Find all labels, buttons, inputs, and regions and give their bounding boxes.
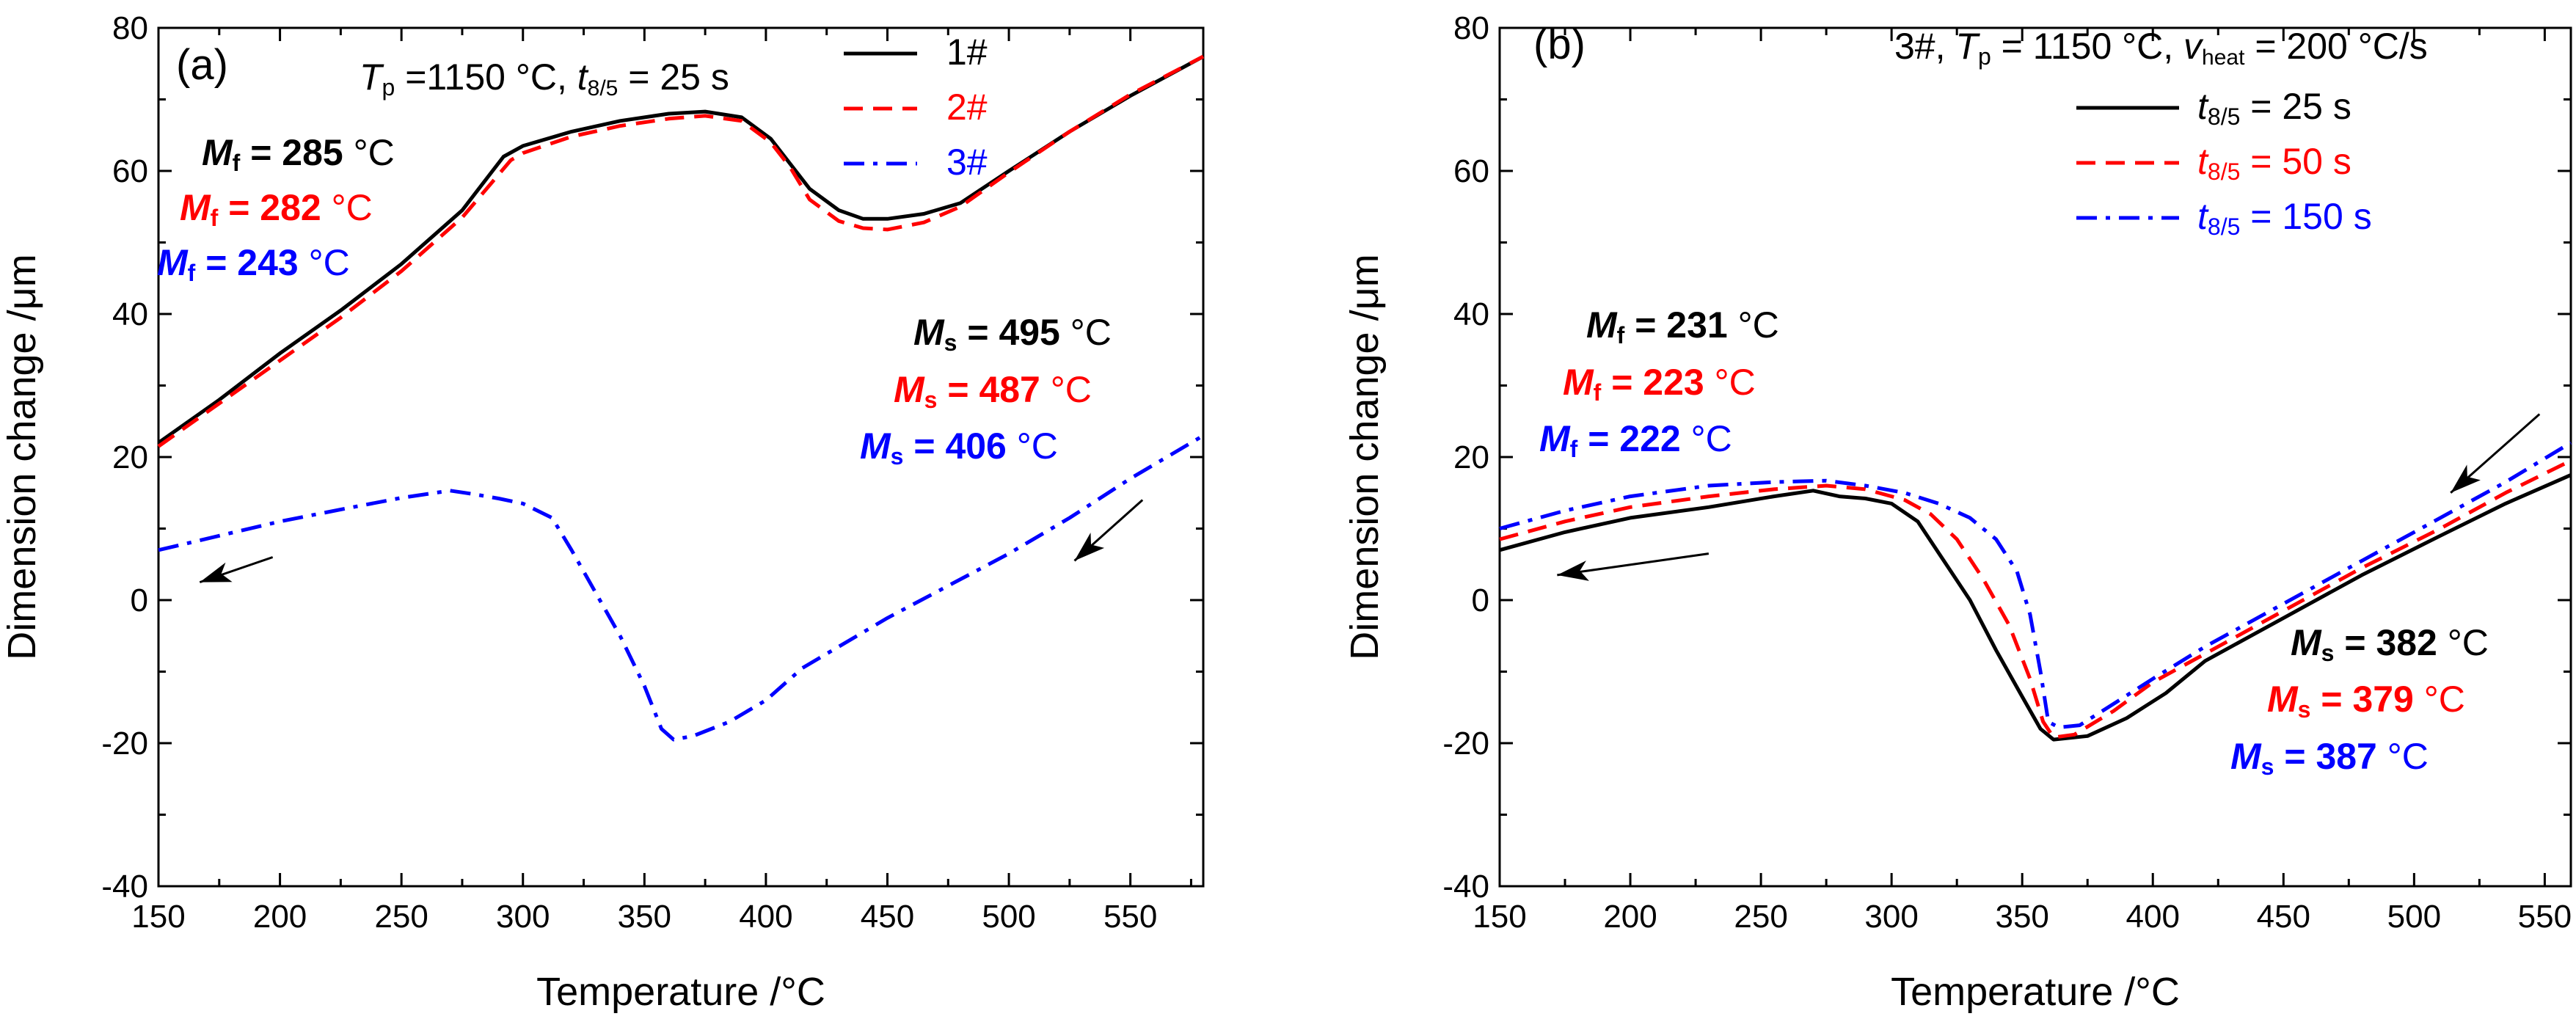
ms-annotation: Ms = 495 °C: [913, 312, 1112, 356]
equals-sign: =: [2334, 622, 2376, 663]
series-line-1: [1499, 473, 2572, 742]
y-tick-label: 40: [112, 296, 148, 332]
y-tick-label: 20: [112, 439, 148, 475]
legend-entry: t8/5 = 25 s: [2197, 86, 2351, 130]
condition-text: Tp =1150 °C, t8/5 = 25 s: [360, 56, 729, 101]
legend-entry: 2#: [946, 87, 988, 128]
y-axis-title: Dimension change /μm: [1343, 254, 1387, 660]
ms-annotation: Ms = 406 °C: [860, 426, 1058, 470]
equals-sign: =: [937, 369, 979, 410]
x-tick-label: 400: [2126, 899, 2180, 935]
panel-b-chart: 150 200 250 300 350 400 450 500 550 -40 -20 0 20 40 60…: [1343, 10, 2572, 1014]
equals-sign: =: [195, 242, 237, 283]
ms-annotation: Ms = 379 °C: [2267, 679, 2465, 723]
ms-annotation: Ms = 487 °C: [894, 369, 1092, 413]
x-tick-label: 350: [1995, 899, 2048, 935]
panel-label: (a): [176, 41, 228, 89]
x-tick-label: 300: [496, 899, 550, 935]
x-tick-label: 500: [982, 899, 1035, 935]
x-tick-label: 450: [861, 899, 914, 935]
mf-annotation: Mf = 243 °C: [157, 242, 350, 286]
x-tick-label: 150: [131, 899, 185, 935]
mf-annotation: Mf = 285 °C: [202, 132, 395, 176]
equals-sign: =: [2310, 679, 2352, 720]
y-tick-label: -20: [101, 726, 148, 761]
x-tick-label: 300: [1864, 899, 1918, 935]
mf-annotation: Mf = 222 °C: [1539, 418, 1732, 462]
arrow-head: [1074, 532, 1105, 561]
x-tick-label: 550: [2518, 899, 2572, 935]
condition-text: 3#, Tp = 1150 °C, vheat = 200 °C/s: [1894, 26, 2428, 70]
legend-entry: t8/5 = 50 s: [2197, 141, 2351, 185]
equals-sign: =: [957, 312, 999, 353]
y-tick-label: 80: [1453, 10, 1489, 46]
y-tick-label: -40: [1442, 869, 1489, 905]
cooling-direction-arrow: [1557, 552, 1710, 577]
x-tick-label: 350: [618, 899, 671, 935]
series-line-3: [1499, 441, 2572, 729]
x-tick-label: 450: [2257, 899, 2310, 935]
equals-sign: =: [1577, 418, 1619, 459]
x-tick-label: 500: [2387, 899, 2441, 935]
series-line-2: [1499, 459, 2572, 739]
y-tick-label: -20: [1442, 726, 1489, 761]
equals-sign: =: [218, 187, 260, 228]
arrow-head: [1557, 560, 1589, 581]
series-line-3: [158, 434, 1205, 742]
y-tick-label: 0: [131, 582, 148, 618]
arrow-head: [2451, 464, 2481, 493]
mf-annotation: Mf = 223 °C: [1563, 362, 1756, 406]
x-tick-label: 250: [1734, 899, 1787, 935]
legend-entry: 1#: [946, 32, 988, 73]
mf-annotation: Mf = 282 °C: [180, 187, 373, 231]
equals-sign: =: [2274, 736, 2316, 777]
y-tick-label: 80: [112, 10, 148, 46]
equals-sign: =: [1601, 362, 1643, 403]
equals-sign: =: [1624, 304, 1666, 346]
ms-annotation: Ms = 382 °C: [2291, 622, 2489, 666]
y-tick-label: 0: [1472, 582, 1489, 618]
mf-annotation: Mf = 231 °C: [1586, 304, 1779, 348]
y-tick-label: 60: [1453, 153, 1489, 189]
panel-a-chart: 150 200 250 300 350 400 450 500 550 -40 -20 0 20 40 60…: [0, 10, 1205, 1014]
series-line-2: [157, 54, 1205, 448]
series-line-1: [157, 54, 1205, 445]
legend-entry: t8/5 = 150 s: [2197, 196, 2372, 240]
y-axis-title: Dimension change /μm: [0, 254, 44, 660]
x-tick-label: 150: [1473, 899, 1526, 935]
legend-entry: 3#: [946, 142, 988, 183]
y-tick-label: 40: [1453, 296, 1489, 332]
x-tick-label: 200: [1603, 899, 1657, 935]
ms-annotation: Ms = 387 °C: [2230, 736, 2429, 780]
y-tick-label: 20: [1453, 439, 1489, 475]
x-tick-label: 400: [739, 899, 792, 935]
x-axis-title: Temperature /°C: [1891, 970, 2180, 1014]
arrow-head: [200, 562, 233, 582]
panel-label: (b): [1533, 21, 1586, 68]
equals-sign: =: [903, 426, 945, 467]
x-tick-label: 550: [1103, 899, 1157, 935]
equals-sign: =: [240, 132, 282, 173]
x-axis-title: Temperature /°C: [536, 970, 825, 1014]
y-tick-label: -40: [101, 869, 148, 905]
x-tick-label: 200: [253, 899, 307, 935]
x-tick-label: 250: [374, 899, 428, 935]
y-tick-label: 60: [112, 153, 148, 189]
